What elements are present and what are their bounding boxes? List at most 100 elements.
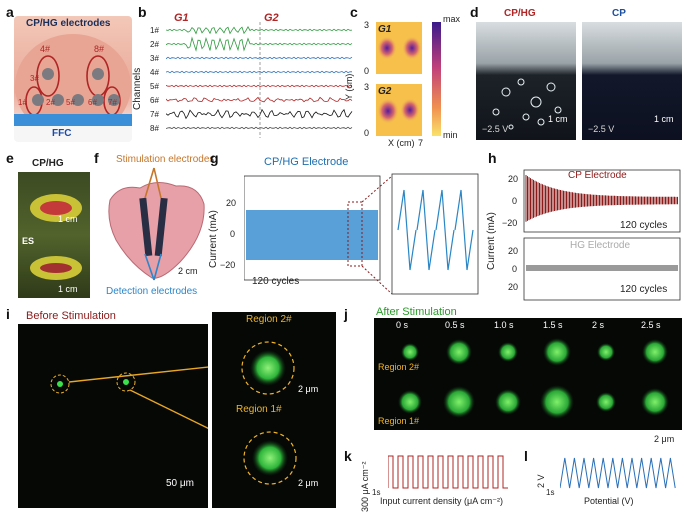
electrode-label-7: 7# — [108, 98, 117, 107]
panel-j-timelapse — [374, 318, 682, 430]
panel-h-plot — [523, 169, 681, 301]
panel-h-cycles-top: 120 cycles — [620, 220, 668, 231]
panel-g-ytick-0: 0 — [230, 229, 236, 239]
channel-trace-5 — [166, 84, 353, 88]
panel-h-cp-title: CP Electrode — [568, 170, 627, 181]
panel-j-scale: 2 μm — [654, 434, 675, 444]
panel-g-axes — [244, 175, 381, 281]
panel-j-cell-region1-3 — [540, 385, 574, 419]
panel-k-tscale: 1s — [372, 488, 381, 497]
panel-a-arm-drawing — [14, 34, 132, 142]
panel-g-title: CP/HG Electrode — [264, 156, 349, 168]
panel-l-plot — [560, 457, 676, 489]
channel-trace-6 — [166, 96, 353, 103]
panel-j-time-2: 1.0 s — [494, 320, 514, 330]
panel-j-cell-region2-1 — [446, 339, 472, 365]
channel-trace-1 — [166, 25, 353, 35]
panel-b-traces — [166, 22, 353, 138]
panel-i-title: Before Stimulation — [26, 310, 116, 322]
panel-h-hg-signal — [526, 265, 678, 271]
panel-l-tscale: 1s — [546, 488, 555, 497]
panel-c-ytick-top-0: 0 — [364, 66, 370, 76]
panel-c-ytick-bottom-3: 3 — [364, 82, 370, 92]
panel-h-cp-signal — [525, 175, 678, 222]
panel-i-scale-main: 50 μm — [166, 478, 194, 489]
panel-h-label: h — [488, 150, 497, 166]
panel-i-region1: Region 1# — [236, 404, 282, 415]
panel-d-right-scale: 1 cm — [654, 114, 674, 124]
channel-label-3: 3# — [150, 54, 159, 63]
channel-label-1: 1# — [150, 26, 159, 35]
panel-h-cp-ytick-0: 0 — [512, 196, 518, 206]
electrode-label-2: 2# — [46, 98, 55, 107]
panel-g-inset-waveform — [397, 189, 474, 271]
panel-j-cell-region1-1 — [443, 386, 475, 418]
panel-i-micrograph — [18, 324, 208, 508]
panel-h-hg-title: HG Electrode — [570, 240, 631, 251]
panel-e-photo — [18, 172, 90, 298]
panel-g-plot — [244, 173, 479, 295]
panel-i-label: i — [6, 306, 10, 322]
electrode-label-8: 8# — [94, 44, 105, 54]
panel-d-right-title: CP — [612, 8, 626, 19]
panel-j-time-4: 2 s — [592, 320, 605, 330]
panel-g-ylabel: Current (mA) — [208, 210, 219, 268]
panel-d-left-scale: 1 cm — [548, 114, 568, 124]
panel-h-hg-axes — [523, 237, 681, 301]
panel-f-stim-label: Stimulation electrodes — [116, 154, 215, 165]
panel-f-heart-drawing — [108, 167, 205, 281]
panel-k-xlabel: Input current density (μA cm⁻²) — [380, 496, 503, 506]
panel-g-ytick-20: 20 — [226, 198, 237, 208]
ffc-label: FFC — [52, 128, 72, 139]
panel-j-cell-region2-2 — [498, 342, 518, 362]
panel-c-xtick-7: 7 — [418, 138, 424, 148]
panel-j-label: j — [344, 306, 348, 322]
panel-h-cp-axes — [523, 169, 681, 233]
panel-c-ylabel: Y (cm) — [344, 73, 354, 100]
panel-d-left-photo — [476, 22, 576, 140]
panel-e-label: e — [6, 150, 14, 166]
panel-e-es: ES — [22, 236, 35, 246]
panel-f-detect-label: Detection electrodes — [106, 286, 198, 297]
panel-b-label: b — [138, 4, 147, 20]
panel-h-cp-ytick-neg20: −20 — [502, 218, 518, 228]
panel-d-label: d — [470, 4, 479, 20]
panel-l-xlabel: Potential (V) — [584, 496, 634, 506]
panel-c-label: c — [350, 4, 358, 20]
panel-e-scale-top: 1 cm — [58, 214, 78, 224]
channel-label-6: 6# — [150, 96, 159, 105]
channel-label-8: 8# — [150, 124, 159, 133]
panel-g-signal-band — [246, 210, 378, 260]
panel-c-g2: G2 — [378, 86, 392, 97]
panel-k-label: k — [344, 448, 352, 464]
panel-b-g1: G1 — [174, 12, 189, 24]
panel-c-ytick-top-3: 3 — [364, 20, 370, 30]
panel-j-cell-region1-2 — [495, 389, 521, 415]
electrode-label-1: 1# — [18, 98, 27, 107]
panel-f-label: f — [94, 150, 99, 166]
channel-trace-3 — [166, 56, 353, 60]
panel-h-hg-ytick-20b: 20 — [508, 282, 519, 292]
panel-j-region2: Region 2# — [378, 362, 420, 372]
panel-c-heatmaps — [376, 22, 441, 136]
panel-h-cycles-bottom: 120 cycles — [620, 284, 668, 295]
panel-a-label: a — [6, 4, 14, 20]
panel-j-title: After Stimulation — [376, 306, 457, 318]
channel-trace-4 — [166, 70, 352, 74]
panel-l-triangle-wave — [560, 457, 676, 489]
channel-trace-8 — [166, 126, 353, 130]
panel-j-time-1: 0.5 s — [445, 320, 465, 330]
electrode-label-3: 3# — [30, 74, 39, 83]
panel-a-title: CP/HG electrodes — [26, 18, 111, 29]
panel-k-square-wave — [388, 455, 508, 489]
panel-d-right-voltage: −2.5 V — [588, 124, 615, 134]
electrode-label-6: 6# — [88, 98, 97, 107]
panel-g-cycles: 120 cycles — [252, 276, 300, 287]
panel-j-cell-region2-3 — [543, 338, 571, 366]
panel-l-label: l — [524, 448, 528, 464]
channel-label-2: 2# — [150, 40, 159, 49]
panel-k-plot — [388, 455, 508, 489]
channel-trace-2 — [166, 36, 353, 52]
panel-h-ylabel: Current (mA) — [486, 212, 497, 270]
